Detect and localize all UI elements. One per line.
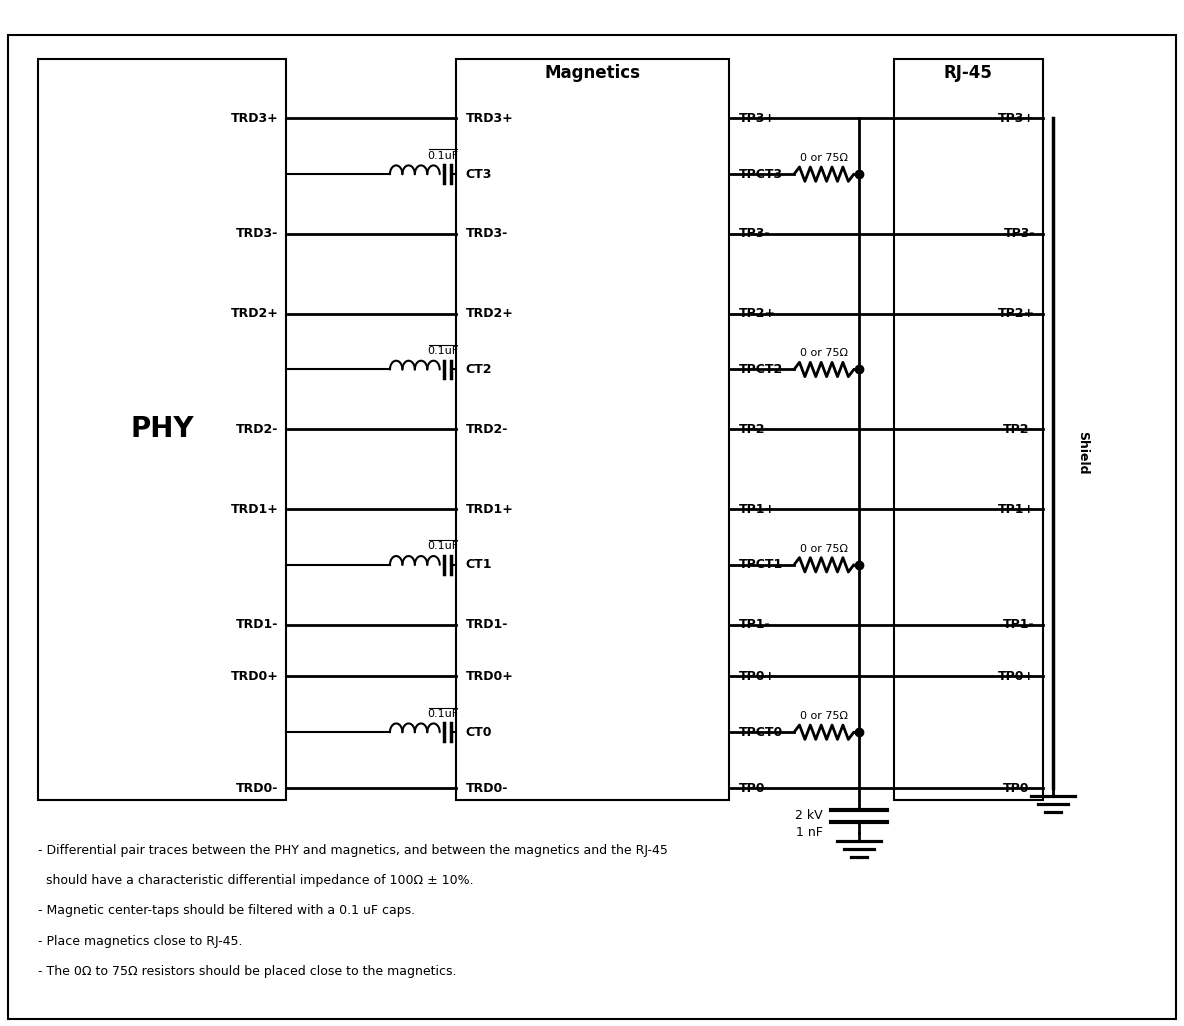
Text: TRD3+: TRD3+ (465, 112, 514, 125)
Text: 0.1uF: 0.1uF (427, 151, 458, 161)
Bar (894, 58, 1043, 800)
Text: - The 0Ω to 75Ω resistors should be placed close to the magnetics.: - The 0Ω to 75Ω resistors should be plac… (38, 965, 456, 978)
Text: - Differential pair traces between the PHY and magnetics, and between the magnet: - Differential pair traces between the P… (38, 843, 668, 857)
Text: TRD1+: TRD1+ (465, 503, 514, 515)
Text: 0 or 75Ω: 0 or 75Ω (800, 153, 848, 163)
Text: Shield: Shield (1076, 432, 1089, 475)
Text: TP3+: TP3+ (998, 112, 1035, 125)
Text: TP2+: TP2+ (998, 307, 1035, 320)
Text: TRD2+: TRD2+ (231, 307, 278, 320)
Text: TP3+: TP3+ (739, 112, 777, 125)
Text: TRD0-: TRD0- (465, 782, 508, 794)
Text: 0 or 75Ω: 0 or 75Ω (800, 349, 848, 358)
Text: TRD0+: TRD0+ (231, 670, 278, 683)
Text: TP1+: TP1+ (739, 503, 777, 515)
Text: - Magnetic center-taps should be filtered with a 0.1 uF caps.: - Magnetic center-taps should be filtere… (38, 905, 414, 917)
Text: 0.1uF: 0.1uF (427, 346, 458, 356)
Text: TRD2-: TRD2- (236, 423, 278, 436)
Text: TPCT1: TPCT1 (739, 558, 784, 571)
Text: TP2-: TP2- (739, 423, 771, 436)
Bar (456, 58, 729, 800)
Text: TRD2-: TRD2- (465, 423, 508, 436)
Text: TP2+: TP2+ (739, 307, 777, 320)
Text: - Place magnetics close to RJ-45.: - Place magnetics close to RJ-45. (38, 935, 242, 948)
Text: TRD1-: TRD1- (465, 618, 508, 631)
Text: CT3: CT3 (465, 167, 493, 181)
Text: TP1+: TP1+ (998, 503, 1035, 515)
Text: TRD0-: TRD0- (236, 782, 278, 794)
Text: TP3-: TP3- (1003, 228, 1035, 240)
Text: TRD3+: TRD3+ (231, 112, 278, 125)
Text: TPCT3: TPCT3 (739, 167, 784, 181)
Text: CT0: CT0 (465, 725, 493, 739)
Text: CT1: CT1 (465, 558, 493, 571)
Text: TP0+: TP0+ (998, 670, 1035, 683)
Text: TRD1-: TRD1- (236, 618, 278, 631)
Text: 0.1uF: 0.1uF (427, 542, 458, 551)
Text: TRD2+: TRD2+ (465, 307, 514, 320)
Text: CT2: CT2 (465, 363, 493, 376)
Text: TRD0+: TRD0+ (465, 670, 514, 683)
Text: TRD3-: TRD3- (237, 228, 278, 240)
Text: RJ-45: RJ-45 (944, 64, 992, 82)
Text: TPCT2: TPCT2 (739, 363, 784, 376)
Text: TPCT0: TPCT0 (739, 725, 784, 739)
Text: TRD1+: TRD1+ (231, 503, 278, 515)
Text: TP3-: TP3- (739, 228, 771, 240)
Text: TP0+: TP0+ (739, 670, 777, 683)
Text: PHY: PHY (130, 416, 194, 443)
Text: 0 or 75Ω: 0 or 75Ω (800, 544, 848, 554)
Text: 0.1uF: 0.1uF (427, 709, 458, 718)
Text: Magnetics: Magnetics (545, 64, 641, 82)
Text: TP0-: TP0- (1003, 782, 1035, 794)
Text: 2 kV: 2 kV (796, 810, 823, 823)
Text: TP0-: TP0- (739, 782, 771, 794)
Text: TP2-: TP2- (1003, 423, 1035, 436)
Text: TP1-: TP1- (1003, 618, 1035, 631)
Text: should have a characteristic differential impedance of 100Ω ± 10%.: should have a characteristic differentia… (38, 874, 474, 887)
Text: TP1-: TP1- (739, 618, 771, 631)
Bar (38, 58, 287, 800)
Text: 1 nF: 1 nF (796, 826, 823, 839)
Text: 0 or 75Ω: 0 or 75Ω (800, 711, 848, 721)
Text: TRD3-: TRD3- (465, 228, 508, 240)
